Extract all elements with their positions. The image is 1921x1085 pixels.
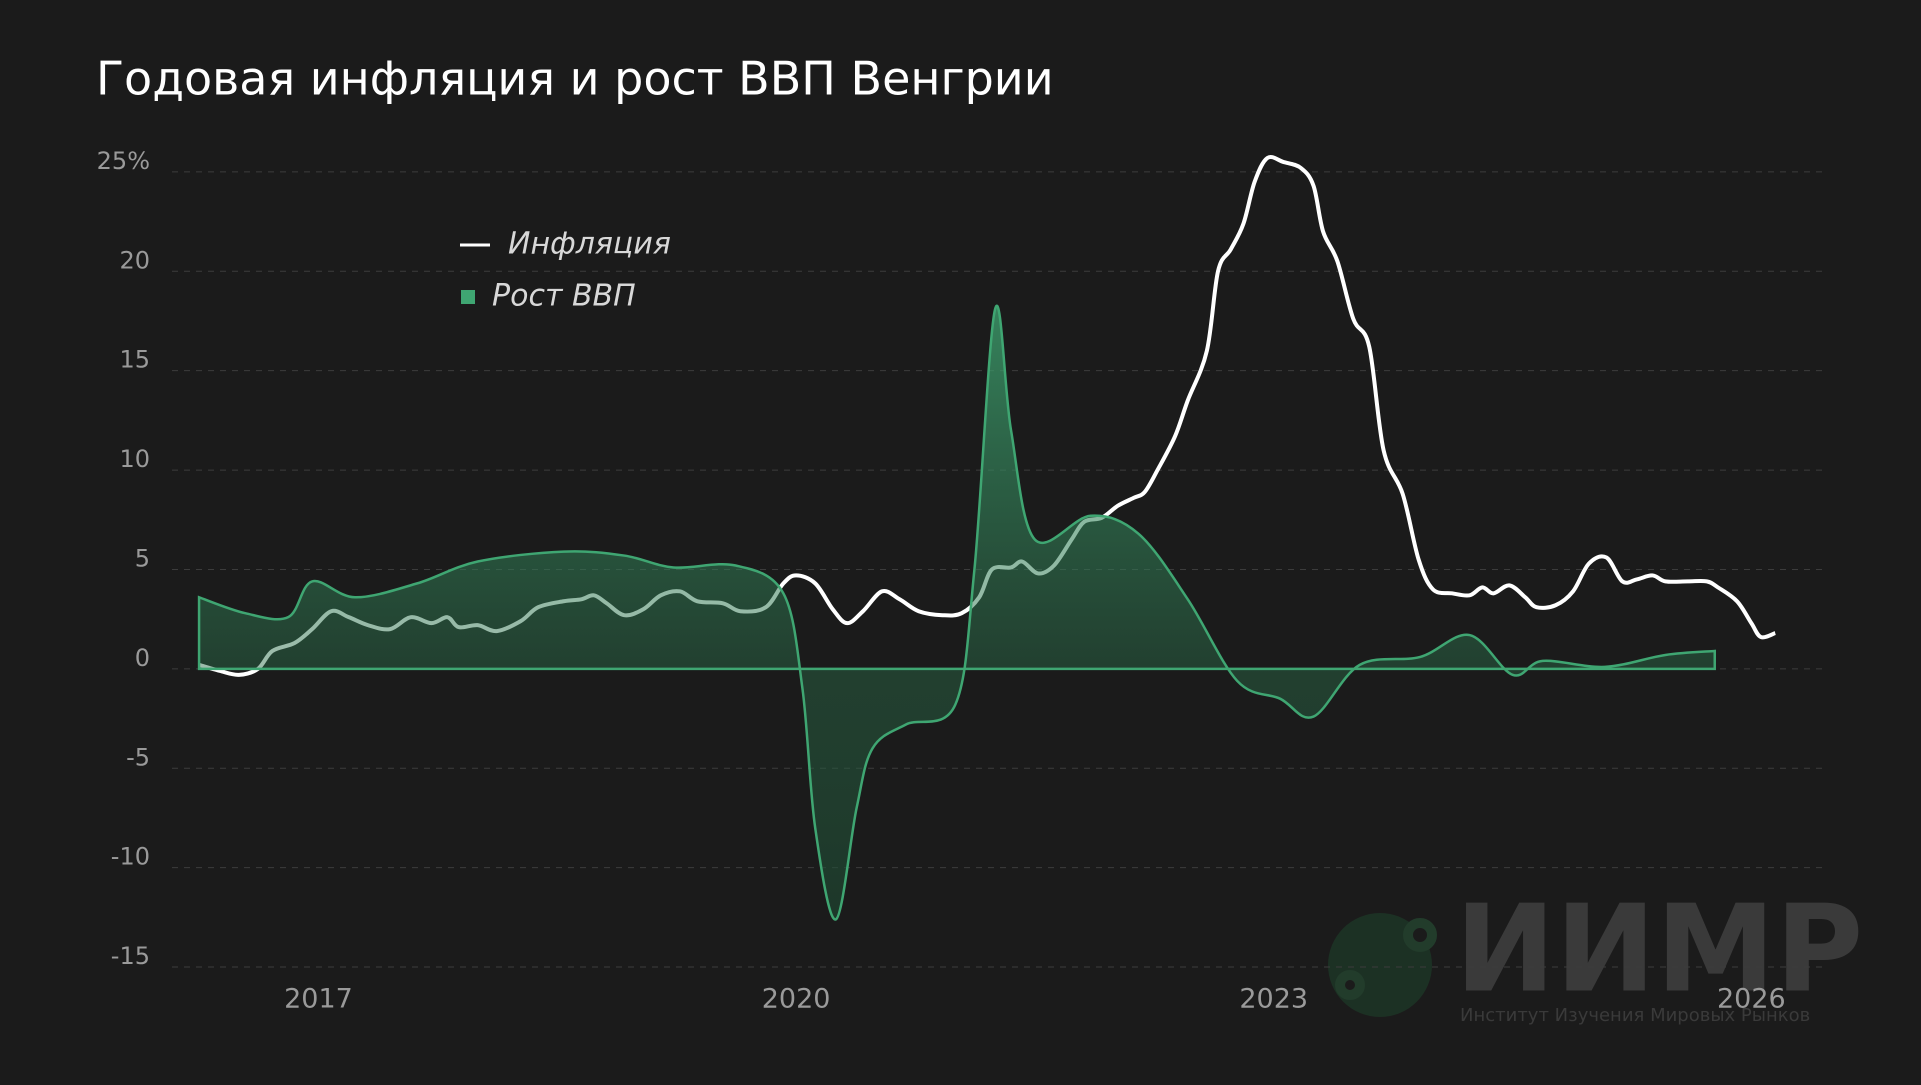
legend-label: Рост ВВП bbox=[492, 279, 636, 314]
chart-title: Годовая инфляция и рост ВВП Венгрии bbox=[96, 52, 1054, 106]
y-tick-label: -10 bbox=[111, 843, 150, 871]
y-tick-label: -15 bbox=[111, 942, 150, 970]
y-tick-label: 15 bbox=[119, 346, 150, 374]
logo bbox=[1328, 913, 1437, 1017]
y-tick-label: 0 bbox=[135, 644, 150, 672]
y-tick-label: 25% bbox=[97, 147, 150, 175]
x-tick-label: 2023 bbox=[1239, 984, 1308, 1015]
legend-label: Инфляция bbox=[508, 227, 671, 262]
gdp-area bbox=[197, 304, 1716, 921]
x-tick-label: 2017 bbox=[284, 984, 353, 1015]
x-tick-label: 2026 bbox=[1717, 984, 1786, 1015]
y-tick-label: -5 bbox=[126, 743, 150, 771]
y-tick-label: 10 bbox=[119, 445, 150, 473]
y-tick-label: 20 bbox=[119, 246, 150, 274]
legend-swatch bbox=[461, 290, 475, 304]
x-tick-label: 2020 bbox=[762, 984, 831, 1015]
watermark: ИИМР bbox=[1455, 881, 1863, 1020]
y-tick-label: 5 bbox=[135, 544, 150, 572]
watermark-subtitle: Институт Изучения Мировых Рынков bbox=[1460, 1005, 1810, 1026]
